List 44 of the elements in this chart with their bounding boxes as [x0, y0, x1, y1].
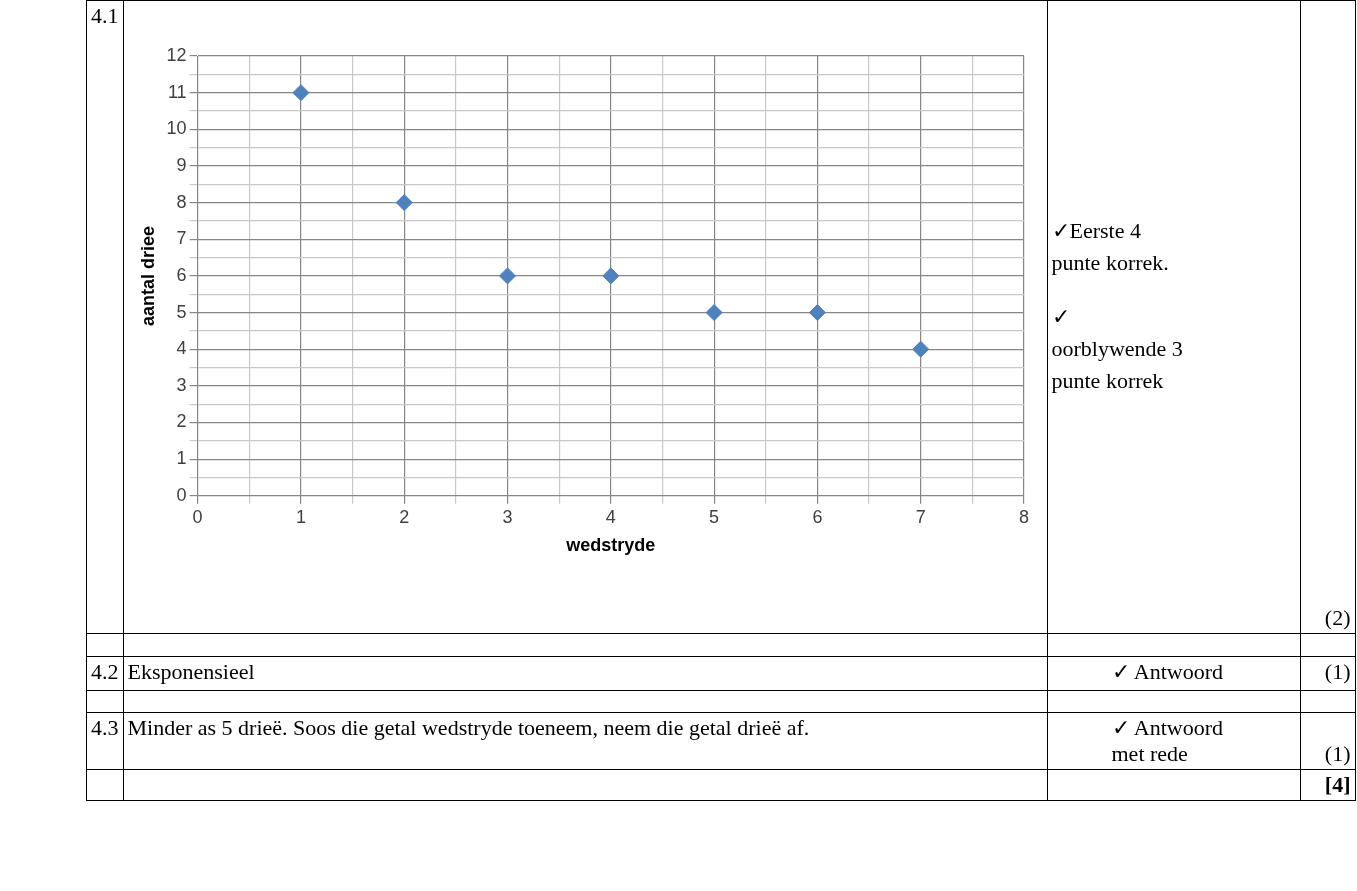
y-tick-label: 12	[166, 44, 187, 65]
text: 4.3	[91, 715, 119, 741]
point	[291, 84, 309, 102]
x-tick-label: 3	[502, 506, 513, 527]
text: 4.2	[91, 659, 119, 685]
text: (1)	[1323, 659, 1351, 685]
y-tick-label: 2	[176, 411, 187, 432]
x-tick-label: 0	[192, 506, 203, 527]
text: Eksponensieel	[127, 659, 256, 685]
y-axis-title: aantal driee	[137, 225, 158, 326]
text: ✓ Antwoord met rede	[1110, 715, 1224, 767]
y-tick-label: 9	[176, 154, 187, 175]
text: 4.1	[91, 3, 119, 29]
point	[705, 304, 723, 322]
x-tick-label: 1	[295, 506, 306, 527]
x-tick-label: 2	[398, 506, 409, 527]
text: ✓Eerste 4 punte korrek.	[1051, 217, 1170, 278]
text: (1)	[1323, 741, 1351, 767]
text: ✓ oorblywende 3 punte korrek	[1051, 303, 1184, 395]
x-tick-label: 8	[1018, 506, 1029, 527]
y-tick-label: 6	[176, 264, 187, 285]
y-tick-label: 8	[176, 191, 187, 212]
y-tick-label: 7	[176, 228, 187, 249]
point	[395, 194, 413, 212]
x-tick-label: 4	[605, 506, 616, 527]
y-tick-label: 11	[167, 81, 187, 102]
x-tick-label: 6	[811, 506, 822, 527]
x-axis-title: wedstryde	[564, 535, 655, 556]
point	[601, 267, 619, 285]
y-tick-label: 3	[176, 374, 187, 395]
x-tick-label: 5	[708, 506, 719, 527]
text: Minder as 5 drieë. Soos die getal wedstryde toeneem, neem die getal drieë af.	[127, 715, 811, 741]
y-tick-label: 5	[176, 301, 187, 322]
x-tick-label: 7	[915, 506, 926, 527]
text: [4]	[1323, 772, 1351, 798]
point	[498, 267, 516, 285]
text: (2)	[1323, 605, 1351, 631]
point	[808, 304, 826, 322]
point	[911, 340, 929, 358]
y-tick-label: 10	[166, 118, 187, 139]
y-tick-label: 4	[176, 338, 187, 359]
text: ✓ Antwoord	[1110, 659, 1224, 685]
y-tick-label: 1	[176, 448, 187, 469]
y-tick-label: 0	[176, 484, 187, 505]
